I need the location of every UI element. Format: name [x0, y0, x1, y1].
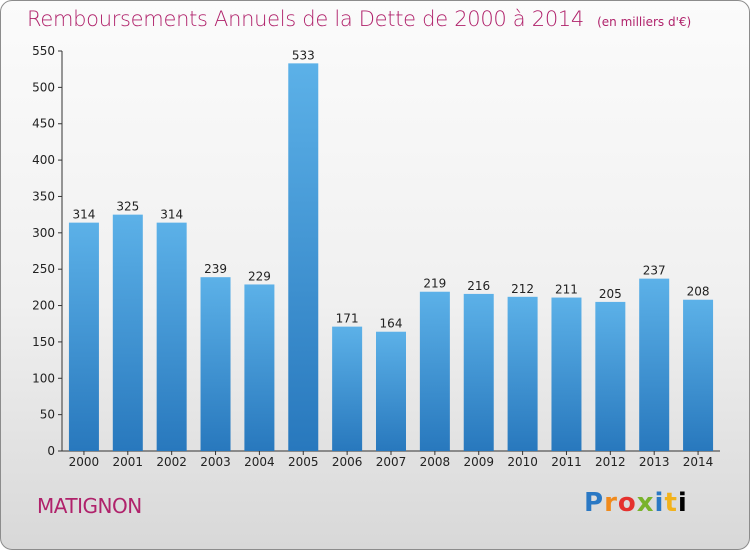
y-tick-label: 250 — [32, 262, 55, 276]
x-tick-label: 2013 — [639, 455, 670, 469]
data-label: 208 — [687, 285, 710, 299]
x-tick-label: 2003 — [200, 455, 231, 469]
x-tick-label: 2006 — [332, 455, 363, 469]
bar — [463, 293, 494, 451]
y-tick-label: 150 — [32, 335, 55, 349]
data-label: 212 — [511, 282, 534, 296]
x-tick-label: 2007 — [376, 455, 407, 469]
x-tick-label: 2002 — [156, 455, 187, 469]
bar — [244, 284, 275, 451]
x-tick-label: 2005 — [288, 455, 319, 469]
bar — [419, 291, 450, 451]
x-tick-label: 2010 — [507, 455, 538, 469]
x-tick-label: 2012 — [595, 455, 626, 469]
y-tick-label: 450 — [32, 117, 55, 131]
bar — [112, 214, 143, 451]
bar — [68, 222, 99, 451]
y-tick-label: 500 — [32, 80, 55, 94]
bar — [639, 278, 670, 451]
data-label: 171 — [336, 312, 359, 326]
data-label: 211 — [555, 283, 578, 297]
data-label: 533 — [292, 48, 315, 62]
data-label: 314 — [72, 208, 95, 222]
chart-title-text: Remboursements Annuels de la Dette de 20… — [27, 7, 584, 31]
bar — [200, 277, 231, 451]
bar — [551, 297, 582, 451]
x-tick-label: 2014 — [683, 455, 714, 469]
x-tick-label: 2001 — [113, 455, 144, 469]
bar — [507, 296, 538, 451]
y-tick-label: 300 — [32, 226, 55, 240]
y-tick-label: 200 — [32, 299, 55, 313]
data-label: 205 — [599, 287, 622, 301]
bar — [595, 301, 626, 451]
y-tick-label: 0 — [47, 444, 55, 458]
data-label: 314 — [160, 208, 183, 222]
bar — [332, 326, 363, 451]
data-label: 229 — [248, 269, 271, 283]
y-tick-label: 100 — [32, 371, 55, 385]
y-tick-label: 50 — [40, 408, 55, 422]
x-tick-label: 2008 — [420, 455, 451, 469]
data-label: 239 — [204, 262, 227, 276]
data-label: 325 — [116, 200, 139, 214]
data-label: 164 — [380, 317, 403, 331]
bar — [156, 222, 187, 451]
y-tick-label: 350 — [32, 189, 55, 203]
data-label: 237 — [643, 264, 666, 278]
commune-name: MATIGNON — [37, 494, 142, 518]
x-tick-label: 2000 — [69, 455, 100, 469]
data-label: 219 — [423, 277, 446, 291]
chart-unit-label: (en milliers d'€) — [597, 15, 692, 29]
proxiti-logo: Proxiti — [584, 488, 688, 518]
x-tick-label: 2009 — [463, 455, 494, 469]
bar — [288, 63, 319, 451]
chart-title: Remboursements Annuels de la Dette de 20… — [27, 7, 691, 31]
x-tick-label: 2004 — [244, 455, 275, 469]
bar — [683, 299, 714, 451]
bar — [376, 331, 406, 451]
x-tick-label: 2011 — [551, 455, 582, 469]
y-tick-label: 400 — [32, 153, 55, 167]
data-label: 216 — [467, 279, 490, 293]
y-tick-label: 550 — [32, 44, 55, 58]
